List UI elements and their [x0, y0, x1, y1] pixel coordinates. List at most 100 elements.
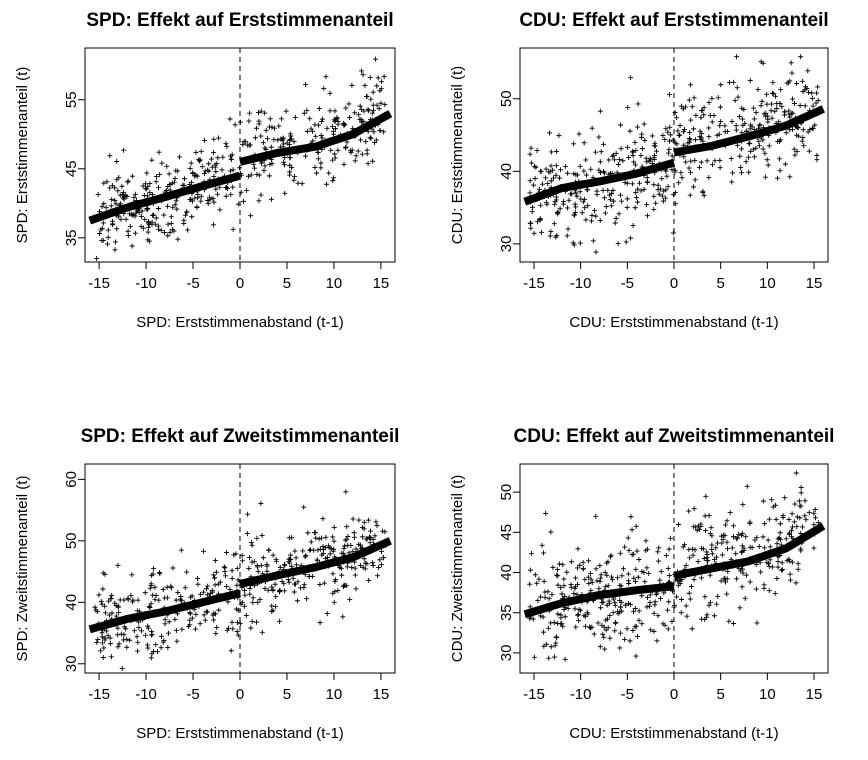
scatter-point — [212, 582, 218, 588]
scatter-point — [255, 564, 261, 570]
scatter-point — [607, 554, 613, 560]
scatter-point — [247, 110, 253, 116]
fit-line-left — [88, 589, 241, 634]
scatter-point — [331, 599, 337, 605]
scatter-point — [170, 204, 176, 210]
scatter-point — [357, 103, 363, 109]
x-tick-label: 0 — [236, 275, 244, 292]
scatter-point — [688, 82, 694, 88]
scatter-point — [652, 152, 658, 158]
scatter-point — [810, 125, 816, 131]
scatter-point — [609, 577, 615, 583]
scatter-point — [125, 596, 131, 602]
scatter-point — [709, 547, 715, 553]
scatter-point — [295, 579, 301, 585]
scatter-point — [347, 596, 353, 602]
scatter-point — [638, 152, 644, 158]
scatter-point — [532, 175, 538, 181]
y-tick-label: 40 — [498, 163, 515, 180]
scatter-point — [585, 558, 591, 564]
scatter-point — [580, 199, 586, 205]
scatter-point — [102, 603, 108, 609]
scatter-point — [594, 191, 600, 197]
scatter-point — [612, 628, 618, 634]
scatter-point — [698, 115, 704, 121]
scatter-point — [728, 156, 734, 162]
scatter-point — [709, 96, 715, 102]
scatter-point — [554, 210, 560, 216]
scatter-point — [187, 622, 193, 628]
scatter-point — [148, 655, 154, 661]
scatter-point — [294, 598, 300, 604]
scatter-point — [143, 185, 149, 191]
scatter-point — [667, 138, 673, 144]
scatter-point — [582, 577, 588, 583]
scatter-point — [151, 212, 157, 218]
scatter-point — [320, 544, 326, 550]
scatter-point — [192, 173, 198, 179]
scatter-point — [602, 210, 608, 216]
scatter-point — [139, 208, 145, 214]
scatter-point — [115, 644, 121, 650]
scatter-point — [292, 173, 298, 179]
scatter-point — [112, 197, 118, 203]
scatter-point — [235, 607, 241, 613]
scatter-point — [132, 191, 138, 197]
scatter-point — [293, 555, 299, 561]
scatter-point — [738, 164, 744, 170]
scatter-point — [227, 116, 233, 122]
scatter-point — [248, 539, 254, 545]
scatter-point — [675, 128, 681, 134]
scatter-point — [813, 515, 819, 521]
scatter-point — [800, 127, 806, 133]
x-axis-label: CDU: Erststimmenabstand (t-1) — [569, 314, 778, 331]
scatter-point — [672, 140, 678, 146]
scatter-point — [706, 602, 712, 608]
scatter-point — [542, 589, 548, 595]
scatter-point — [331, 128, 337, 134]
scatter-point — [539, 229, 545, 235]
scatter-point — [174, 638, 180, 644]
y-tick-label: 30 — [498, 236, 515, 253]
scatter-point — [341, 122, 347, 128]
scatter-point — [582, 613, 588, 619]
scatter-point — [315, 156, 321, 162]
scatter-point — [729, 545, 735, 551]
scatter-point — [764, 157, 770, 163]
scatter-point — [329, 123, 335, 129]
scatter-point — [607, 197, 613, 203]
scatter-point — [573, 190, 579, 196]
scatter-point — [618, 146, 624, 152]
scatter-point — [217, 207, 223, 213]
scatter-point — [201, 548, 207, 554]
scatter-point — [581, 168, 587, 174]
scatter-point — [769, 101, 775, 107]
scatter-point — [140, 183, 146, 189]
scatter-point — [778, 87, 784, 93]
scatter-point — [588, 587, 594, 593]
scatter-point — [565, 205, 571, 211]
x-tick-label: 15 — [806, 686, 823, 703]
scatter-point — [666, 546, 672, 552]
scatter-point — [672, 169, 678, 175]
scatter-point — [221, 564, 227, 570]
scatter-point — [254, 171, 260, 177]
scatter-point — [766, 588, 772, 594]
scatter-point — [713, 545, 719, 551]
scatter-point — [553, 194, 559, 200]
scatter-point — [287, 172, 293, 178]
scatter-point — [812, 122, 818, 128]
scatter-point — [95, 636, 101, 642]
scatter-point — [131, 628, 137, 634]
scatter-point — [269, 603, 275, 609]
x-tick-label: 10 — [759, 686, 776, 703]
scatter-point — [772, 108, 778, 114]
scatter-point — [787, 174, 793, 180]
scatter-point — [155, 206, 161, 212]
scatter-point — [121, 632, 127, 638]
scatter-point — [777, 156, 783, 162]
scatter-point — [125, 232, 131, 238]
scatter-point — [707, 113, 713, 119]
scatter-point — [314, 557, 320, 563]
scatter-point — [368, 528, 374, 534]
